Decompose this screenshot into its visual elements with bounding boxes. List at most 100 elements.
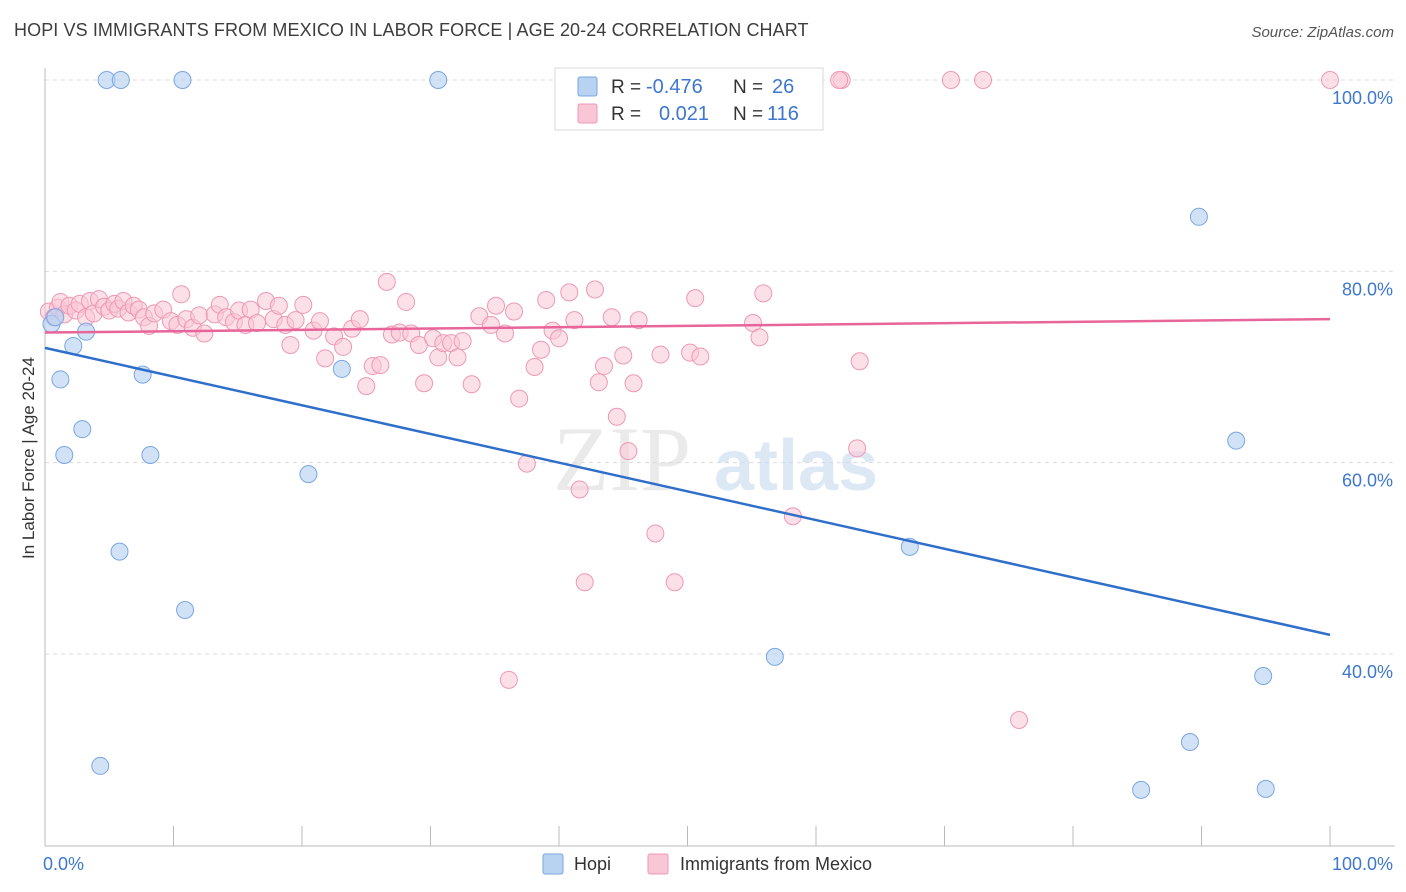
- mexico-point: [294, 295, 313, 314]
- hopi-point: [111, 71, 130, 89]
- hopi-point: [1254, 667, 1273, 686]
- hopi-point: [110, 542, 129, 561]
- hopi-trend-line: [44, 346, 1331, 637]
- mexico-point: [453, 332, 472, 351]
- mexico-point: [602, 308, 621, 327]
- mexico-point: [594, 357, 613, 376]
- mexico-point: [691, 347, 710, 366]
- mexico-point: [686, 289, 705, 308]
- hopi-point: [1256, 779, 1275, 798]
- mexico-point: [585, 280, 604, 299]
- mexico-point: [830, 71, 849, 89]
- legend-mexico-n-value: 116: [767, 103, 799, 125]
- hopi-point: [51, 370, 70, 389]
- mexico-point: [334, 337, 353, 356]
- mexico-point: [619, 442, 638, 461]
- legend-hopi-swatch: [577, 76, 598, 97]
- legend-mexico-n-label: N =: [733, 104, 763, 125]
- legend-bottom-hopi-label: Hopi: [574, 854, 611, 874]
- mexico-trend-line: [44, 317, 1331, 334]
- hopi-point: [332, 359, 351, 378]
- mexico-point: [195, 324, 214, 343]
- legend-series: Hopi Immigrants from Mexico: [542, 853, 872, 875]
- mexico-point: [941, 71, 960, 89]
- mexico-point: [371, 356, 390, 375]
- mexico-point: [310, 312, 329, 331]
- y-tick-label: 80.0%: [1342, 279, 1393, 299]
- watermark: ZIP atlas: [553, 408, 878, 510]
- mexico-point: [651, 345, 670, 364]
- source-credit: Source: ZipAtlas.com: [1251, 24, 1394, 41]
- legend-mexico-r-value: 0.021: [659, 103, 709, 125]
- hopi-point: [765, 647, 784, 666]
- hopi-point: [176, 600, 195, 619]
- mexico-point: [575, 573, 594, 592]
- mexico-point: [589, 373, 608, 392]
- mexico-point: [190, 306, 209, 325]
- mexico-point: [415, 374, 434, 393]
- legend-mexico-r-label: R =: [611, 104, 641, 125]
- mexico-point: [499, 670, 518, 689]
- series-immigrants-from-mexico: [39, 71, 1339, 730]
- hopi-point: [55, 446, 74, 465]
- mexico-point: [286, 311, 305, 330]
- legend-bottom-mexico-label: Immigrants from Mexico: [680, 854, 872, 874]
- series-hopi: [42, 71, 1275, 799]
- hopi-point: [73, 420, 92, 439]
- trend-lines: [44, 317, 1331, 637]
- y-tick-label: 100.0%: [1332, 88, 1393, 108]
- hopi-point: [91, 756, 110, 775]
- mexico-point: [316, 349, 335, 368]
- mexico-point: [462, 375, 481, 394]
- watermark-atlas: atlas: [714, 426, 878, 506]
- mexico-point: [269, 296, 288, 315]
- legend-hopi-n-value: 26: [772, 76, 794, 98]
- mexico-point: [172, 285, 191, 304]
- legend-mexico-swatch: [577, 103, 598, 124]
- y-tick-label: 40.0%: [1342, 662, 1393, 682]
- mexico-point: [248, 313, 267, 332]
- hopi-point: [46, 308, 65, 327]
- hopi-point: [173, 71, 192, 89]
- mexico-point: [496, 324, 515, 343]
- mexico-point: [505, 302, 524, 321]
- mexico-point: [537, 291, 556, 310]
- mexico-point: [377, 272, 396, 291]
- gridlines: [45, 79, 1395, 655]
- mexico-point: [487, 296, 506, 315]
- hopi-point: [141, 446, 160, 465]
- mexico-point: [281, 335, 300, 354]
- mexico-point: [560, 283, 579, 302]
- mexico-point: [607, 407, 626, 426]
- x-tick-label-max: 100.0%: [1332, 854, 1393, 874]
- y-tick-label: 60.0%: [1342, 471, 1393, 491]
- hopi-point: [1132, 780, 1151, 799]
- mexico-point: [629, 311, 648, 330]
- mexico-point: [532, 340, 551, 359]
- legend-bottom-mexico-swatch: [647, 853, 669, 875]
- mexico-point: [614, 346, 633, 365]
- mexico-point: [510, 389, 529, 408]
- mexico-point: [550, 329, 568, 348]
- y-axis-label: In Labor Force | Age 20-24: [19, 357, 38, 559]
- mexico-point: [570, 480, 589, 499]
- hopi-point: [1189, 207, 1208, 226]
- mexico-point: [525, 358, 544, 376]
- legend-hopi-r-label: R =: [611, 77, 641, 98]
- mexico-point: [397, 292, 416, 311]
- mexico-point: [350, 310, 369, 329]
- mexico-point: [448, 348, 467, 367]
- mexico-point: [974, 71, 993, 89]
- hopi-point: [1227, 431, 1246, 450]
- axes: [44, 68, 1395, 847]
- hopi-point: [429, 71, 448, 89]
- mexico-point: [357, 377, 376, 396]
- mexico-point: [750, 328, 769, 347]
- hopi-point: [299, 465, 318, 484]
- legend-stats: R = -0.476 N = 26 R = 0.021 N = 116: [554, 67, 824, 131]
- mexico-point: [665, 573, 684, 592]
- mexico-point: [624, 374, 643, 393]
- mexico-point: [850, 352, 869, 371]
- x-tick-labels: 0.0% 100.0%: [43, 854, 1393, 874]
